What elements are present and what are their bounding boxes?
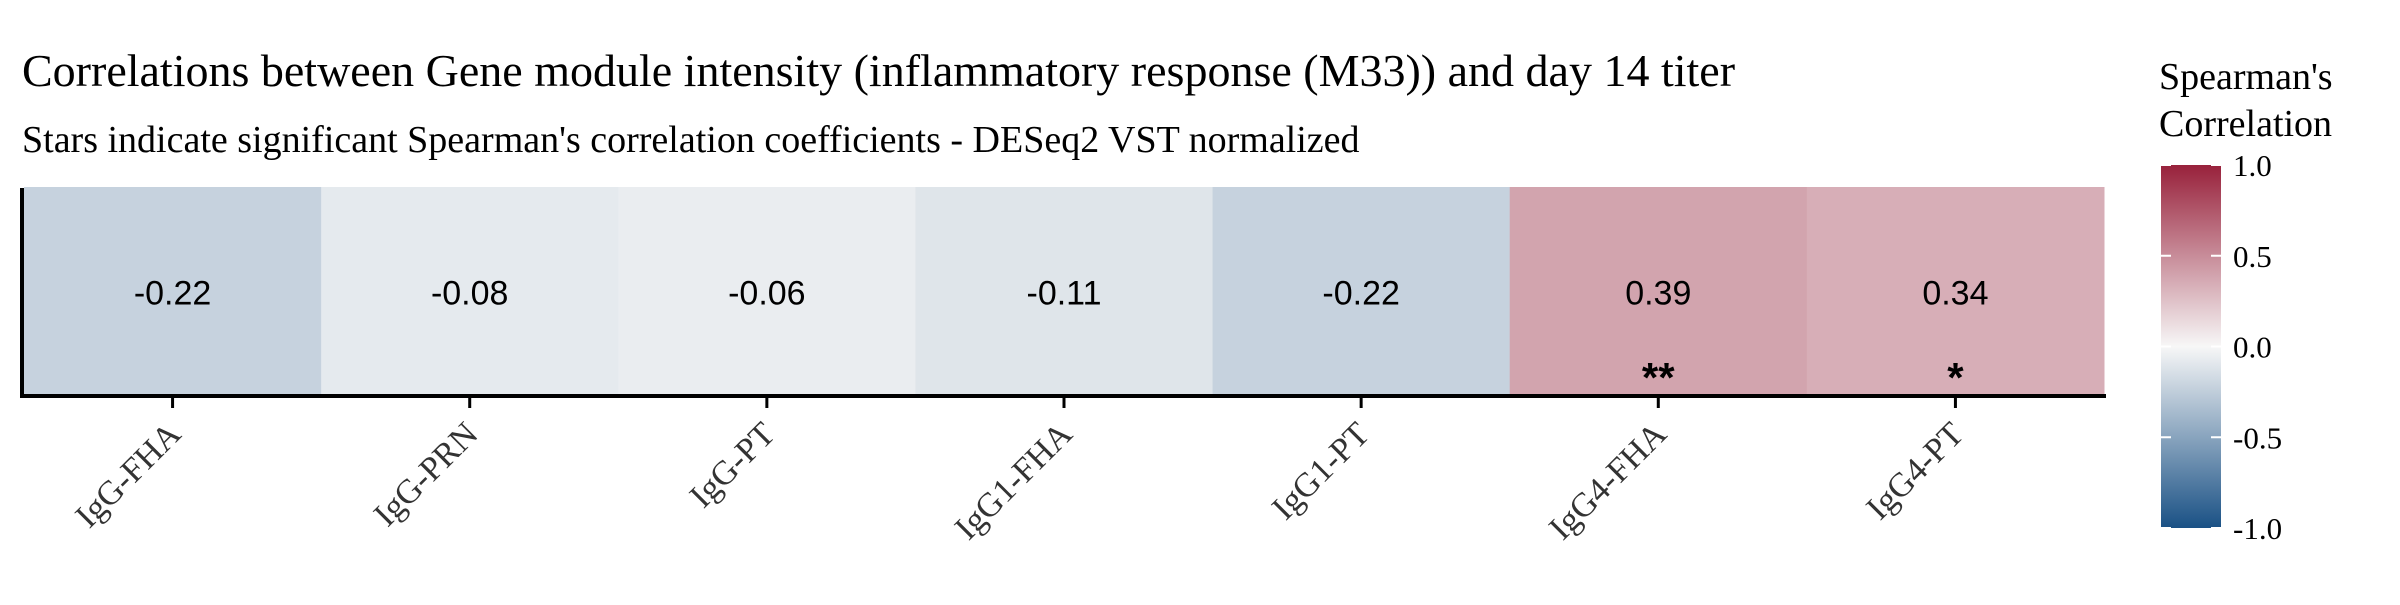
legend-tick-label: 1.0	[2233, 148, 2272, 183]
cell-value-label: -0.11	[1027, 275, 1102, 313]
heatmap-cell-igg-pt	[618, 187, 916, 394]
significance-star: *	[1947, 354, 1964, 401]
significance-star: **	[1642, 354, 1675, 401]
cell-value-label: -0.22	[1322, 275, 1400, 313]
x-tick-label: IgG1-FHA	[948, 415, 1080, 547]
heatmap-cell-igg-prn	[321, 187, 619, 394]
x-axis-ticks	[171, 396, 1957, 408]
x-axis-tick-labels: IgG-FHA IgG-PRN IgG-PT IgG1-FHA IgG1-PT IgG4-…	[69, 415, 1972, 547]
cell-value-label: -0.06	[728, 275, 806, 313]
chart-subtitle: Stars indicate significant Spearman's co…	[22, 119, 1360, 161]
legend-title-line-2: Correlation	[2159, 103, 2332, 145]
chart-title: Correlations between Gene module intensi…	[22, 45, 1735, 96]
heatmap-cell-igg-fha	[24, 187, 322, 394]
x-tick-label: IgG-PRN	[367, 415, 485, 533]
heatmap-cell-igg4-pt	[1806, 187, 2105, 394]
x-tick-label: IgG4-FHA	[1542, 415, 1674, 547]
x-tick-label: IgG-FHA	[69, 415, 189, 535]
heatmap-cells	[24, 187, 2105, 394]
cell-value-labels: -0.22 -0.08 -0.06 -0.11 -0.22 0.39 0.34	[134, 275, 1989, 313]
cell-value-label: -0.22	[134, 275, 212, 313]
x-tick-label: IgG-PT	[683, 415, 783, 515]
x-tick-label: IgG1-PT	[1265, 415, 1377, 527]
significance-stars: ** *	[1642, 354, 1964, 401]
cell-value-label: 0.34	[1922, 275, 1988, 313]
legend-tick-label: -1.0	[2233, 511, 2282, 546]
heatmap-cell-igg1-pt	[1212, 187, 1511, 394]
color-legend: Spearman's Correlation 1.0 0.5 0.0 -0.5 -1.0	[2159, 56, 2333, 546]
heatmap-cell-igg4-fha	[1509, 187, 1808, 394]
cell-value-label: 0.39	[1625, 275, 1691, 313]
legend-tick-label: 0.0	[2233, 330, 2272, 365]
heatmap-cell-igg1-fha	[915, 187, 1214, 394]
legend-title-line-1: Spearman's	[2159, 56, 2333, 98]
legend-ticks: 1.0 0.5 0.0 -0.5 -1.0	[2161, 148, 2282, 546]
x-tick-label: IgG4-PT	[1859, 415, 1971, 527]
legend-tick-label: -0.5	[2233, 420, 2282, 455]
legend-tick-label: 0.5	[2233, 239, 2272, 274]
cell-value-label: -0.08	[431, 275, 509, 313]
